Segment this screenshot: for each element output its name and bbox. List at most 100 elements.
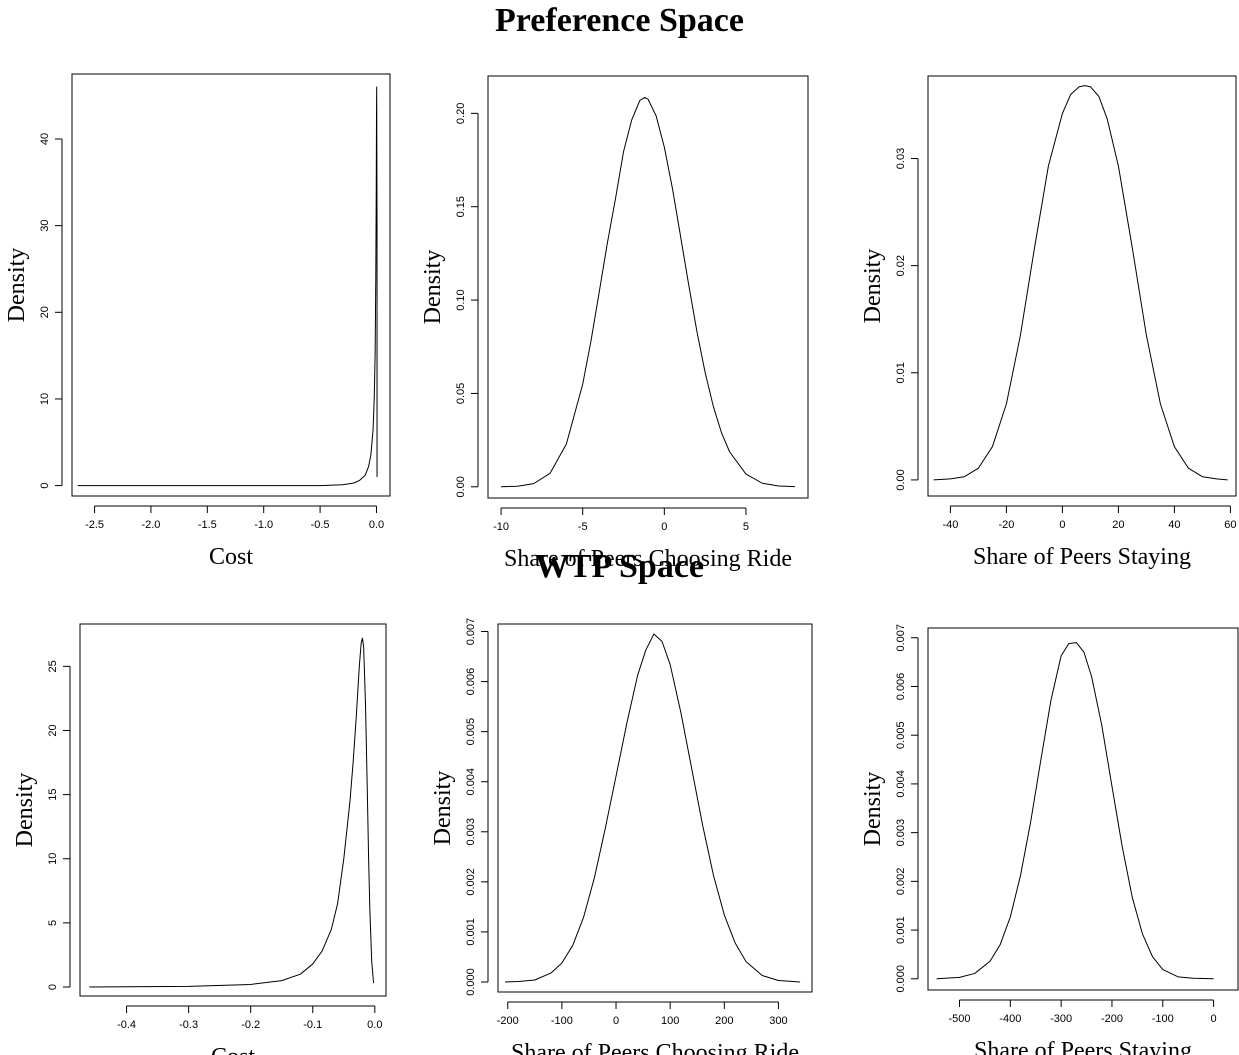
y-tick-label: 0.003 (465, 818, 477, 846)
x-tick-label: 0.0 (369, 519, 384, 531)
x-axis-title: Share of Peers Staying (973, 544, 1191, 570)
chart-wtp-staying: -500 -400 -300 -200 -100 0 0.000 0.001 0.002 0.00… (860, 624, 1239, 1055)
y-tick-label: 0.00 (455, 476, 467, 497)
y-tick-label: 0 (39, 483, 51, 489)
y-tick-label: 0.004 (895, 770, 907, 798)
x-tick-label: 200 (715, 1015, 733, 1027)
y-tick-label: 0.001 (465, 918, 477, 946)
x-tick-label: -0.5 (311, 519, 330, 531)
x-tick-label: 300 (769, 1015, 787, 1027)
x-tick-label: -2.0 (141, 519, 160, 531)
y-tick-label: 0.002 (465, 868, 477, 896)
density-line (501, 96, 795, 488)
plot-frame (927, 627, 1239, 991)
y-tick-label: 0.15 (455, 196, 467, 217)
wtp-space-title: WTP Space (534, 548, 705, 585)
x-tick-label: -40 (942, 519, 958, 531)
plot-frame (487, 75, 809, 499)
x-axis-title: Share of Peers Staying (974, 1038, 1192, 1055)
y-tick-label: 5 (47, 920, 59, 926)
x-tick-label: -100 (551, 1015, 573, 1027)
y-tick-label: 40 (39, 133, 51, 145)
y-tick-label: 0.001 (895, 916, 907, 944)
x-tick-label: -100 (1152, 1013, 1174, 1025)
y-tick-label: 30 (39, 220, 51, 232)
y-tick-label: 0.002 (895, 868, 907, 896)
x-tick-label: 5 (743, 521, 749, 533)
y-tick-label: 0.05 (455, 383, 467, 404)
y-tick-label: 0.003 (895, 819, 907, 847)
x-tick-label: -1.0 (254, 519, 273, 531)
x-tick-label: -0.2 (241, 1019, 260, 1031)
x-tick-label: 60 (1224, 519, 1236, 531)
chart-wtp-cost: -0.4 -0.3 -0.2 -0.1 0.0 0 5 10 15 20 25 Cost Density (12, 623, 387, 1055)
y-tick-label: 0.03 (895, 148, 907, 169)
y-tick-label: 0.005 (465, 718, 477, 746)
x-tick-label: -0.3 (179, 1019, 198, 1031)
y-tick-label: 0.00 (895, 469, 907, 490)
y-tick-label: 20 (39, 306, 51, 318)
x-tick-label: -500 (948, 1013, 970, 1025)
y-axis-title: Density (420, 250, 446, 325)
x-tick-label: 0 (1059, 519, 1065, 531)
density-line (77, 86, 378, 487)
x-axis-title: Cost (209, 544, 253, 570)
y-tick-label: 0 (47, 984, 59, 990)
y-tick-label: 0.10 (455, 289, 467, 310)
y-tick-label: 0.007 (465, 618, 477, 646)
density-line (89, 637, 375, 988)
density-line (505, 633, 801, 983)
x-axis-title: Share of Peers Choosing Ride (504, 546, 792, 572)
y-tick-label: 0.005 (895, 721, 907, 749)
density-line (933, 85, 1228, 481)
x-tick-label: -0.1 (303, 1019, 322, 1031)
x-tick-label: -400 (999, 1013, 1021, 1025)
y-tick-label: 15 (47, 788, 59, 800)
y-axis-title: Density (4, 248, 30, 323)
x-tick-label: 0.0 (367, 1019, 382, 1031)
y-tick-label: 0.01 (895, 362, 907, 383)
x-tick-label: -0.4 (117, 1019, 136, 1031)
y-tick-label: 10 (39, 393, 51, 405)
y-tick-label: 0.007 (895, 624, 907, 652)
y-tick-label: 10 (47, 853, 59, 865)
chart-preference-ride: -10 -5 0 5 0.00 0.05 0.10 0.15 0.20 Share of Peer… (420, 75, 809, 572)
x-tick-label: -2.5 (85, 519, 104, 531)
chart-wtp-ride: -200 -100 0 100 200 300 0.000 0.001 0.002 0.003 0.… (430, 618, 813, 1055)
plot-frame (71, 73, 391, 497)
y-tick-label: 0.000 (895, 965, 907, 993)
x-tick-label: -300 (1050, 1013, 1072, 1025)
y-tick-label: 0.20 (455, 103, 467, 124)
plot-frame (927, 75, 1237, 497)
chart-preference-cost: -2.5 -2.0 -1.5 -1.0 -0.5 0.0 0 10 20 30 40 Cost Dens… (4, 73, 391, 570)
y-axis-title: Density (12, 773, 38, 848)
plot-frame (497, 623, 813, 993)
x-tick-label: -10 (493, 521, 509, 533)
x-tick-label: -200 (1101, 1013, 1123, 1025)
density-line (936, 642, 1214, 980)
y-tick-label: 0.000 (465, 968, 477, 996)
y-axis-title: Density (430, 771, 456, 846)
plot-frame (79, 623, 387, 997)
y-axis-title: Density (860, 772, 886, 847)
chart-preference-staying: -40 -20 0 20 40 60 0.00 0.01 0.02 0.03 Share of Pe… (860, 75, 1237, 570)
y-tick-label: 20 (47, 724, 59, 736)
y-tick-label: 0.004 (465, 768, 477, 796)
x-tick-label: 20 (1112, 519, 1124, 531)
x-tick-label: 100 (661, 1015, 679, 1027)
y-axis-title: Density (860, 249, 886, 324)
x-tick-label: 40 (1168, 519, 1180, 531)
y-tick-label: 0.006 (895, 673, 907, 701)
x-tick-label: -20 (998, 519, 1014, 531)
y-tick-label: 0.006 (465, 668, 477, 696)
x-tick-label: 0 (1211, 1013, 1217, 1025)
x-tick-label: -1.5 (198, 519, 217, 531)
x-axis-title: Share of Peers Choosing Ride (511, 1040, 799, 1055)
x-tick-label: 0 (613, 1015, 619, 1027)
y-tick-label: 25 (47, 660, 59, 672)
x-tick-label: -5 (578, 521, 588, 533)
x-axis-title: Cost (211, 1044, 255, 1055)
preference-space-title: Preference Space (495, 2, 744, 39)
x-tick-label: 0 (661, 521, 667, 533)
y-tick-label: 0.02 (895, 255, 907, 276)
